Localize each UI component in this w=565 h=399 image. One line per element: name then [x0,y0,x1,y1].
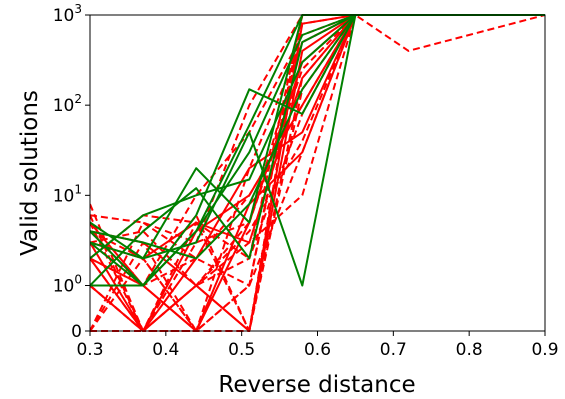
x-tick-label-1: 0.4 [152,340,179,360]
x-tick-label-3: 0.6 [304,340,331,360]
x-tick-label-2: 0.5 [228,340,255,360]
y-axis-label: Valid solutions [17,90,43,256]
x-tick-label-0: 0.3 [76,340,103,360]
x-tick-label-4: 0.7 [380,340,407,360]
y-tick-label-0: 0 [71,322,82,342]
x-tick-label-6: 0.9 [531,340,558,360]
x-tick-label-5: 0.8 [456,340,483,360]
x-axis-label: Reverse distance [218,372,415,398]
